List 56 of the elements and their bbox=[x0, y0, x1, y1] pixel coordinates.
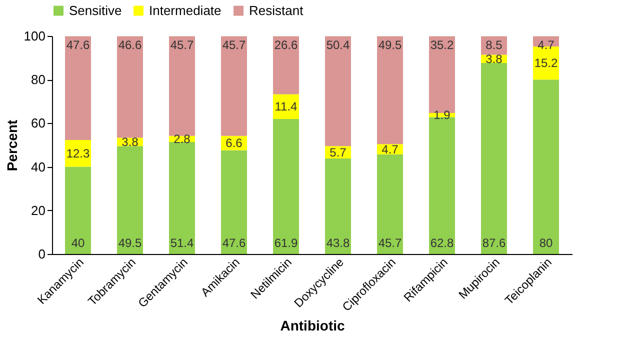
bar bbox=[169, 142, 195, 254]
data-label: 45.7 bbox=[222, 38, 246, 52]
bar bbox=[221, 150, 247, 254]
data-label: 11.4 bbox=[274, 100, 298, 114]
data-label: 50.4 bbox=[326, 38, 350, 52]
data-label: 47.6 bbox=[66, 38, 90, 52]
data-label: 51.4 bbox=[170, 236, 194, 250]
data-label: 80 bbox=[539, 236, 553, 250]
data-label: 45.7 bbox=[378, 236, 402, 250]
data-label: 6.6 bbox=[226, 136, 243, 150]
bar bbox=[273, 94, 299, 120]
data-label: 47.6 bbox=[222, 236, 246, 250]
data-label: 2.8 bbox=[174, 132, 191, 146]
data-label: 26.6 bbox=[274, 38, 298, 52]
legend-label: Intermediate bbox=[149, 2, 222, 18]
data-label: 45.7 bbox=[170, 38, 194, 52]
bar bbox=[325, 36, 351, 146]
bar bbox=[273, 119, 299, 254]
data-label: 3.8 bbox=[486, 52, 503, 66]
legend-label: Resistant bbox=[249, 2, 304, 18]
data-label: 62.8 bbox=[430, 236, 454, 250]
data-label: 3.8 bbox=[122, 134, 139, 149]
bar bbox=[377, 154, 403, 254]
bar bbox=[377, 36, 403, 144]
data-label: 49.5 bbox=[118, 236, 142, 250]
data-label: 46.6 bbox=[118, 38, 142, 52]
data-label: 15.2 bbox=[534, 56, 558, 70]
bar bbox=[117, 146, 143, 254]
y-tick-label: 0 bbox=[38, 246, 46, 262]
data-label: 61.9 bbox=[274, 236, 298, 250]
bar bbox=[169, 36, 195, 136]
data-label: 40 bbox=[71, 236, 85, 250]
bar bbox=[533, 80, 559, 254]
bar bbox=[481, 63, 507, 254]
data-label: 8.5 bbox=[486, 38, 503, 52]
data-label: 35.2 bbox=[430, 38, 454, 52]
data-label: 49.5 bbox=[378, 38, 402, 52]
data-label: 43.8 bbox=[326, 236, 350, 250]
y-tick-label: 60 bbox=[31, 116, 46, 131]
y-tick-label: 20 bbox=[31, 202, 46, 218]
bar bbox=[273, 36, 299, 94]
data-label: 12.3 bbox=[66, 146, 90, 160]
bar bbox=[221, 36, 247, 136]
x-axis-title: Antibiotic bbox=[280, 317, 345, 334]
y-tick-label: 40 bbox=[31, 159, 46, 174]
y-tick-label: 80 bbox=[31, 72, 46, 88]
bar bbox=[65, 166, 91, 254]
bar bbox=[325, 158, 351, 254]
y-tick-label: 100 bbox=[24, 28, 46, 44]
data-label: 4.7 bbox=[382, 142, 399, 156]
bar bbox=[65, 36, 91, 140]
bar bbox=[117, 36, 143, 138]
legend-label: Sensitive bbox=[69, 2, 122, 18]
data-label: 87.6 bbox=[482, 236, 506, 250]
data-label: 5.7 bbox=[330, 145, 347, 160]
y-axis-title: Percent bbox=[4, 119, 20, 172]
